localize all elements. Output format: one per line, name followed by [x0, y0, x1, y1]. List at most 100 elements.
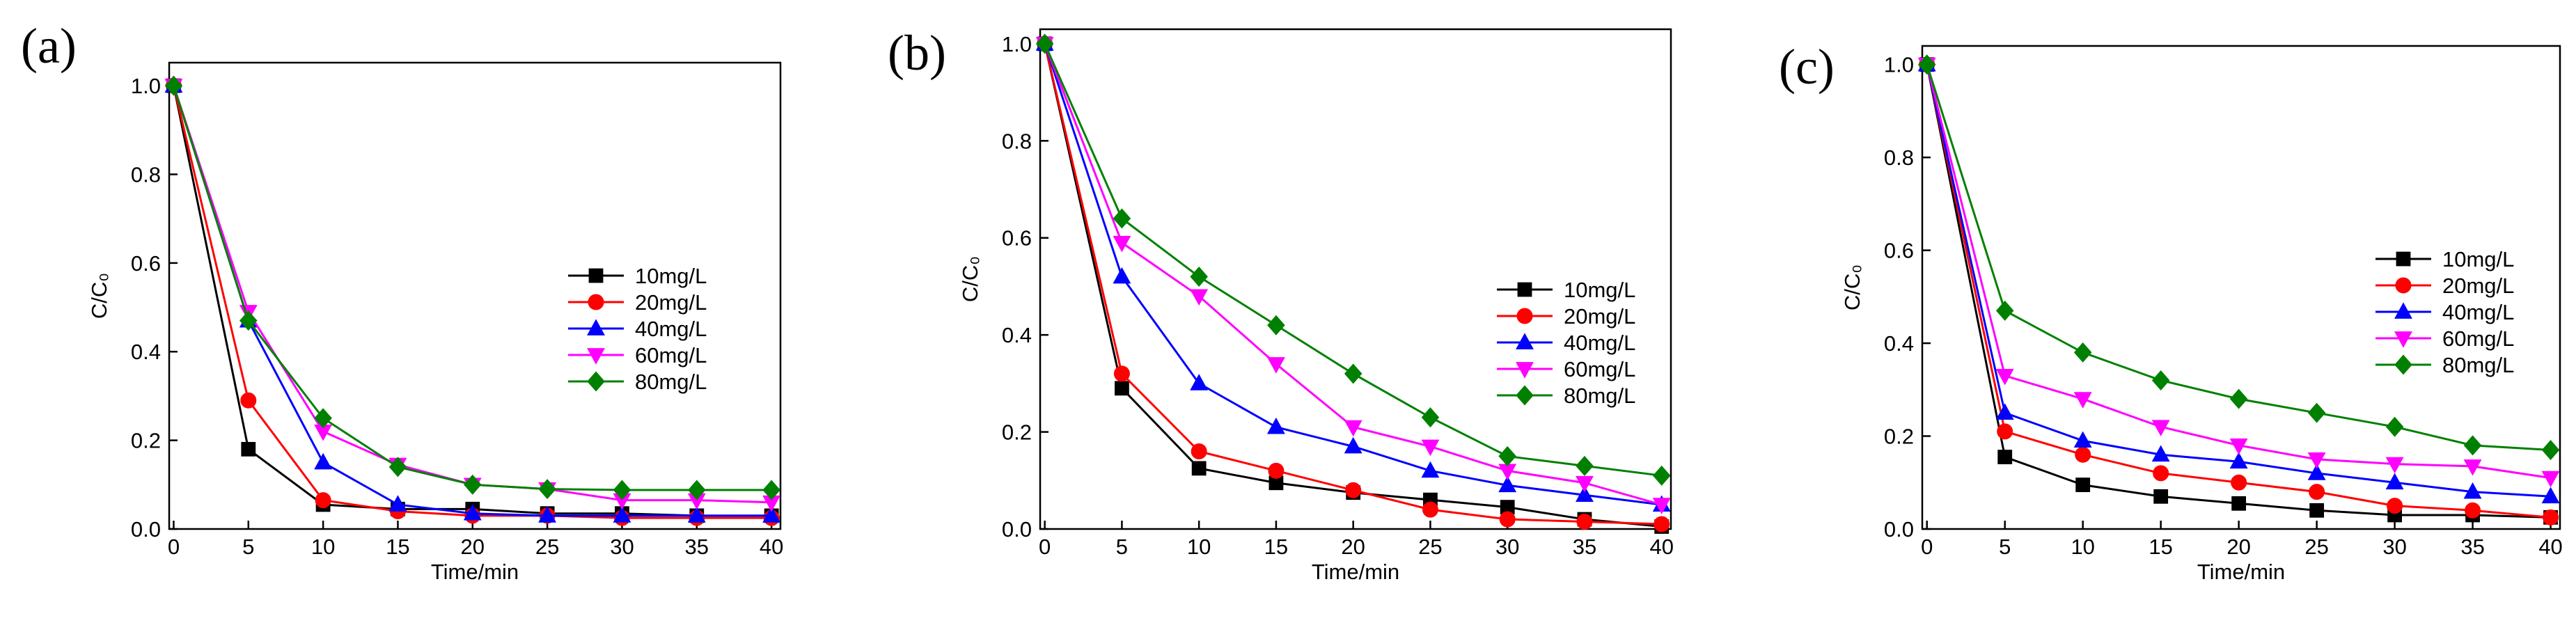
- marker: [1266, 417, 1285, 434]
- legend-label: 10mg/L: [1564, 278, 1635, 302]
- marker: [464, 474, 482, 495]
- marker: [2307, 452, 2326, 469]
- x-tick-label: 5: [242, 535, 254, 559]
- legend-label: 40mg/L: [2442, 300, 2514, 324]
- marker: [1190, 267, 1208, 287]
- marker: [1995, 300, 2014, 321]
- marker: [2307, 402, 2326, 423]
- marker: [2385, 473, 2404, 490]
- legend-label: 40mg/L: [635, 317, 707, 341]
- x-tick-label: 40: [1649, 535, 1673, 559]
- marker: [2387, 498, 2403, 514]
- legend-marker: [1517, 282, 1532, 297]
- marker: [1191, 443, 1207, 459]
- panel-label: (c): [1779, 39, 1835, 95]
- x-tick-label: 15: [386, 535, 409, 559]
- legend-label: 10mg/L: [2442, 247, 2514, 271]
- marker: [762, 506, 781, 523]
- marker: [2073, 392, 2092, 409]
- marker: [2541, 487, 2560, 504]
- x-tick-label: 35: [1573, 535, 1596, 559]
- marker: [164, 75, 183, 96]
- legend-label: 10mg/L: [635, 264, 707, 288]
- x-tick-label: 25: [1418, 535, 1442, 559]
- legend-marker: [2394, 331, 2412, 348]
- legend-label: 80mg/L: [635, 370, 707, 394]
- marker: [2309, 503, 2325, 518]
- marker: [1652, 498, 1671, 514]
- marker: [239, 310, 258, 331]
- y-tick-label: 0.4: [1002, 323, 1032, 347]
- marker: [388, 495, 407, 512]
- plot-frame: [1039, 28, 1672, 530]
- x-tick-label: 15: [2149, 535, 2172, 559]
- x-tick-label: 10: [2071, 535, 2094, 559]
- marker: [2153, 465, 2169, 482]
- marker: [1997, 423, 2013, 440]
- legend-marker: [2396, 251, 2411, 267]
- panel-label: (a): [21, 18, 77, 74]
- marker: [314, 408, 332, 429]
- x-tick-label: 35: [685, 535, 709, 559]
- marker: [1576, 455, 1594, 476]
- x-tick-label: 0: [1921, 535, 1933, 559]
- marker: [1344, 363, 1362, 384]
- marker: [463, 504, 482, 521]
- y-tick-label: 0.0: [131, 517, 161, 542]
- y-tick-label: 0.0: [1002, 517, 1032, 542]
- plot-frame: [1921, 45, 2561, 530]
- legend-marker: [2394, 354, 2412, 375]
- marker: [1266, 357, 1285, 374]
- marker: [315, 492, 331, 509]
- marker: [2075, 477, 2091, 493]
- marker: [1113, 208, 1131, 229]
- legend-marker: [1516, 385, 1534, 406]
- marker: [2231, 496, 2247, 511]
- x-tick-label: 40: [2538, 535, 2562, 559]
- legend-label: 60mg/L: [2442, 326, 2514, 351]
- marker: [1344, 436, 1362, 454]
- marker: [2153, 489, 2169, 504]
- y-tick-label: 1.0: [1884, 53, 1914, 77]
- marker: [2231, 474, 2247, 491]
- marker: [1997, 450, 2013, 464]
- marker: [1576, 514, 1593, 530]
- y-tick-label: 1.0: [1002, 32, 1032, 56]
- legend-marker: [1516, 308, 1533, 324]
- marker: [687, 506, 706, 523]
- y-tick-label: 0.8: [1002, 129, 1032, 153]
- y-tick-label: 1.0: [131, 74, 161, 98]
- marker: [1115, 381, 1129, 396]
- legend-label: 20mg/L: [635, 290, 707, 315]
- marker: [1268, 462, 1285, 479]
- legend-marker: [588, 294, 604, 310]
- x-tick-label: 5: [1999, 535, 2011, 559]
- marker: [1345, 482, 1362, 498]
- x-tick-label: 20: [2226, 535, 2250, 559]
- marker: [1113, 267, 1131, 284]
- marker: [613, 506, 631, 523]
- marker: [1421, 461, 1440, 478]
- legend-label: 60mg/L: [635, 343, 707, 368]
- marker: [1421, 439, 1440, 457]
- marker: [2465, 502, 2481, 519]
- legend-marker: [587, 348, 605, 365]
- y-tick-label: 0.2: [1884, 425, 1914, 449]
- y-axis-label: C/C₀: [87, 273, 111, 319]
- marker: [2229, 388, 2248, 409]
- marker: [1113, 365, 1130, 382]
- marker: [2075, 446, 2091, 463]
- marker: [2151, 420, 2170, 436]
- marker: [1190, 374, 1209, 390]
- marker: [1995, 403, 2014, 420]
- marker: [538, 479, 556, 500]
- x-tick-label: 0: [1039, 535, 1051, 559]
- marker: [1344, 420, 1362, 437]
- x-tick-label: 0: [168, 535, 180, 559]
- legend-marker: [588, 268, 604, 283]
- y-tick-label: 0.8: [131, 162, 161, 187]
- marker: [613, 480, 631, 500]
- marker: [2307, 464, 2326, 480]
- legend-marker: [587, 371, 605, 392]
